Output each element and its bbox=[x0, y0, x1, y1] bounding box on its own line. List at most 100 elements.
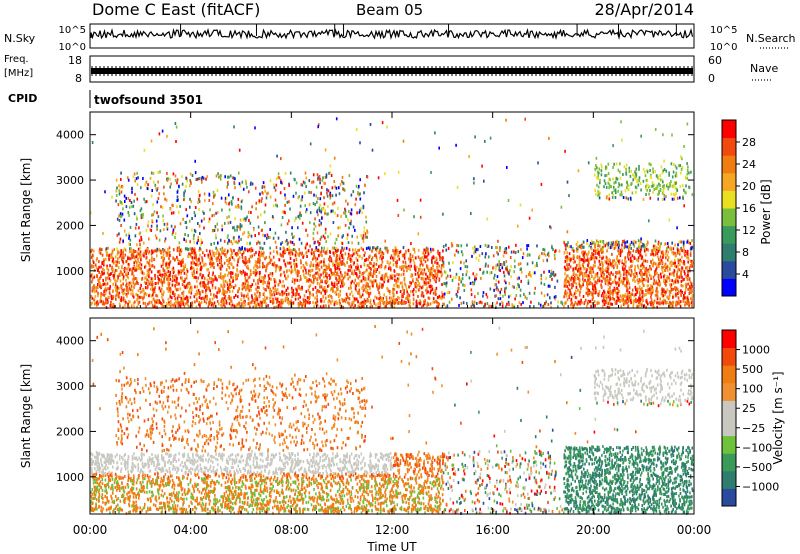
range-gate-cell bbox=[646, 247, 648, 251]
range-gate-cell bbox=[90, 255, 93, 259]
range-gate-cell bbox=[211, 249, 214, 253]
range-gate-cell bbox=[291, 280, 294, 283]
range-gate-cell bbox=[415, 290, 417, 293]
range-gate-cell bbox=[398, 273, 400, 277]
range-gate-cell bbox=[420, 260, 423, 264]
range-gate-cell bbox=[315, 259, 317, 263]
range-gate-cell bbox=[149, 287, 152, 291]
range-gate-cell bbox=[165, 198, 168, 202]
range-gate-cell bbox=[140, 186, 142, 190]
range-gate-cell bbox=[253, 266, 255, 270]
range-gate-cell bbox=[269, 228, 271, 231]
range-gate-cell bbox=[421, 291, 423, 295]
range-gate-cell bbox=[397, 295, 399, 299]
range-gate-cell bbox=[602, 270, 604, 274]
range-gate-cell bbox=[369, 300, 371, 304]
range-gate-cell bbox=[183, 266, 185, 270]
range-gate-cell bbox=[214, 225, 217, 228]
range-gate-cell bbox=[267, 280, 270, 283]
range-gate-cell bbox=[144, 286, 147, 290]
range-gate-cell bbox=[429, 285, 432, 289]
range-gate-cell bbox=[334, 259, 337, 263]
range-gate-cell bbox=[620, 247, 623, 251]
range-gate-cell bbox=[125, 284, 127, 288]
range-gate-cell bbox=[289, 261, 292, 265]
range-gate-cell bbox=[259, 300, 262, 304]
range-gate-cell bbox=[648, 291, 651, 295]
range-gate-cell bbox=[174, 232, 177, 236]
range-gate-cell bbox=[378, 264, 381, 268]
range-gate-cell bbox=[312, 287, 314, 291]
range-gate-cell bbox=[327, 284, 329, 288]
range-gate-cell bbox=[165, 254, 168, 257]
range-gate-cell bbox=[117, 250, 119, 254]
range-gate-cell bbox=[365, 290, 367, 294]
range-gate-cell bbox=[276, 250, 278, 254]
range-gate-cell bbox=[186, 248, 189, 252]
range-gate-cell bbox=[178, 246, 180, 250]
range-gate-cell bbox=[161, 283, 164, 287]
range-gate-cell bbox=[94, 302, 96, 306]
range-gate-cell bbox=[435, 299, 437, 303]
range-gate-cell bbox=[242, 282, 244, 286]
range-gate-cell bbox=[208, 193, 211, 197]
range-gate-cell bbox=[361, 286, 363, 290]
range-gate-cell bbox=[258, 253, 260, 257]
range-gate-cell bbox=[445, 276, 448, 280]
range-gate-cell bbox=[262, 298, 264, 302]
range-gate-cell bbox=[373, 246, 375, 250]
range-gate-cell bbox=[473, 282, 475, 286]
range-gate-cell bbox=[236, 252, 239, 256]
range-gate-cell bbox=[431, 256, 433, 260]
range-gate-cell bbox=[333, 285, 336, 288]
range-gate-cell bbox=[581, 271, 584, 275]
range-gate-cell bbox=[127, 263, 130, 266]
range-gate-cell bbox=[318, 290, 321, 294]
range-gate-cell bbox=[275, 265, 277, 269]
range-gate-cell bbox=[325, 289, 327, 293]
range-gate-cell bbox=[634, 268, 636, 272]
range-gate-cell bbox=[331, 246, 334, 250]
range-gate-cell bbox=[575, 273, 577, 277]
range-gate-cell bbox=[262, 181, 265, 185]
range-gate-cell bbox=[178, 184, 180, 188]
range-gate-cell bbox=[436, 266, 439, 270]
range-gate-cell bbox=[264, 274, 266, 278]
range-gate-cell bbox=[356, 297, 358, 301]
range-gate-cell bbox=[656, 252, 659, 256]
range-gate-cell bbox=[227, 258, 230, 262]
range-gate-cell bbox=[189, 254, 192, 258]
range-gate-cell bbox=[154, 302, 156, 306]
range-gate-cell bbox=[624, 244, 626, 248]
range-gate-cell bbox=[169, 254, 171, 257]
range-gate-cell bbox=[587, 258, 589, 262]
range-gate-cell bbox=[322, 269, 325, 272]
range-gate-cell bbox=[112, 261, 115, 265]
range-gate-cell bbox=[570, 297, 573, 301]
range-gate-cell bbox=[154, 234, 157, 238]
range-gate-cell bbox=[122, 254, 124, 258]
range-gate-cell bbox=[318, 268, 321, 272]
range-gate-cell bbox=[239, 184, 242, 188]
range-gate-cell bbox=[169, 260, 172, 264]
range-gate-cell bbox=[495, 264, 497, 268]
range-gate-cell bbox=[666, 288, 669, 292]
range-gate-cell bbox=[196, 285, 198, 289]
range-gate-cell bbox=[228, 286, 230, 290]
range-gate-cell bbox=[289, 301, 292, 305]
range-gate-cell bbox=[324, 292, 327, 296]
range-gate-cell bbox=[643, 293, 646, 297]
range-gate-cell bbox=[173, 278, 176, 282]
range-gate-cell bbox=[655, 248, 658, 252]
range-gate-cell bbox=[129, 243, 131, 246]
range-gate-cell bbox=[609, 273, 611, 277]
range-gate-cell bbox=[656, 272, 658, 275]
range-gate-cell bbox=[684, 250, 687, 253]
range-gate-cell bbox=[434, 272, 437, 276]
range-gate-cell bbox=[364, 276, 366, 280]
range-gate-cell bbox=[293, 243, 295, 246]
range-gate-cell bbox=[621, 240, 624, 243]
range-gate-cell bbox=[661, 289, 664, 293]
range-gate-cell bbox=[211, 278, 214, 281]
range-gate-cell bbox=[98, 260, 100, 264]
